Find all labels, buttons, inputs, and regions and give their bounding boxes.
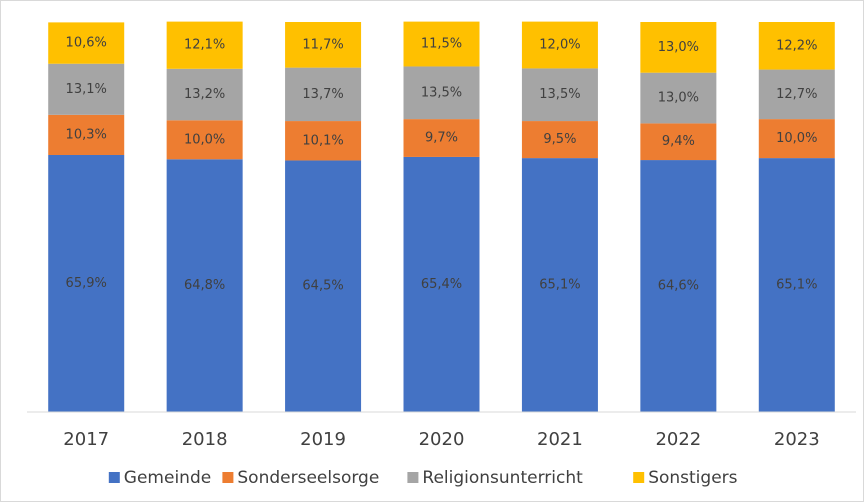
bar-segment — [521, 121, 598, 159]
bar-segment — [285, 22, 362, 68]
bar-segment — [403, 21, 480, 67]
data-label: 13,0% — [658, 40, 699, 55]
bar-segment — [758, 22, 835, 70]
data-label: 11,5% — [421, 37, 462, 52]
data-label: 11,7% — [302, 37, 343, 52]
bar-segment — [48, 114, 125, 155]
data-label: 12,1% — [184, 38, 225, 53]
bar-segment — [403, 119, 480, 157]
bar-segment — [758, 158, 835, 412]
data-label: 13,1% — [66, 82, 107, 97]
data-label: 10,0% — [184, 132, 225, 147]
x-tick-label: 2022 — [655, 429, 701, 450]
bar-segment — [48, 22, 125, 64]
data-label: 10,6% — [66, 36, 107, 51]
data-label: 12,2% — [776, 38, 817, 53]
bar-segment — [640, 72, 717, 124]
legend-swatch — [633, 472, 645, 483]
data-label: 65,4% — [421, 277, 462, 292]
data-label: 10,3% — [66, 127, 107, 142]
bar-segment — [403, 66, 480, 120]
data-label: 13,0% — [658, 91, 699, 106]
bar-segment — [48, 63, 125, 115]
legend-label: Gemeinde — [124, 468, 211, 488]
bar-segment — [521, 68, 598, 122]
data-label: 12,0% — [539, 38, 580, 53]
bar-segment — [285, 67, 362, 122]
legend-label: Religionsunterricht — [422, 468, 583, 488]
bar-segment — [758, 69, 835, 120]
data-label: 65,1% — [539, 278, 580, 293]
legend-swatch — [222, 472, 234, 483]
data-label: 12,7% — [776, 87, 817, 102]
legend-label: Sonstigers — [648, 468, 737, 488]
bar-segment — [640, 123, 717, 161]
data-label: 9,4% — [662, 134, 695, 149]
data-label: 13,7% — [302, 87, 343, 102]
bar-segment — [285, 160, 362, 412]
x-tick-label: 2020 — [419, 429, 465, 450]
bar-segment — [403, 156, 480, 412]
bar-segment — [521, 21, 598, 69]
legend-label: Sonderseelsorge — [237, 468, 379, 488]
data-label: 10,0% — [776, 131, 817, 146]
data-label: 64,8% — [184, 278, 225, 293]
data-label: 65,9% — [66, 276, 107, 291]
data-label: 13,2% — [184, 87, 225, 102]
data-label: 10,1% — [302, 133, 343, 148]
bar-segment — [166, 21, 243, 69]
data-label: 64,5% — [302, 279, 343, 294]
x-tick-label: 2018 — [182, 429, 228, 450]
legend-swatch — [407, 472, 419, 483]
x-tick-label: 2019 — [300, 429, 346, 450]
bar-segment — [758, 119, 835, 159]
data-label: 13,5% — [539, 87, 580, 102]
bar-segment — [521, 158, 598, 412]
x-tick-label: 2017 — [63, 429, 109, 450]
bar-segment — [640, 22, 717, 73]
bar-segment — [166, 159, 243, 412]
data-label: 64,6% — [658, 279, 699, 294]
legend-swatch — [108, 472, 120, 483]
bar-segment — [166, 68, 243, 121]
bar-segment — [48, 154, 125, 413]
data-label: 65,1% — [776, 278, 817, 293]
data-label: 9,7% — [425, 131, 458, 146]
bar-segment — [166, 120, 243, 160]
data-label: 13,5% — [421, 85, 462, 100]
bar-segment — [285, 121, 362, 161]
bar-segment — [640, 160, 717, 412]
data-label: 9,5% — [543, 132, 576, 147]
x-tick-label: 2023 — [774, 429, 820, 450]
x-tick-label: 2021 — [537, 429, 583, 450]
